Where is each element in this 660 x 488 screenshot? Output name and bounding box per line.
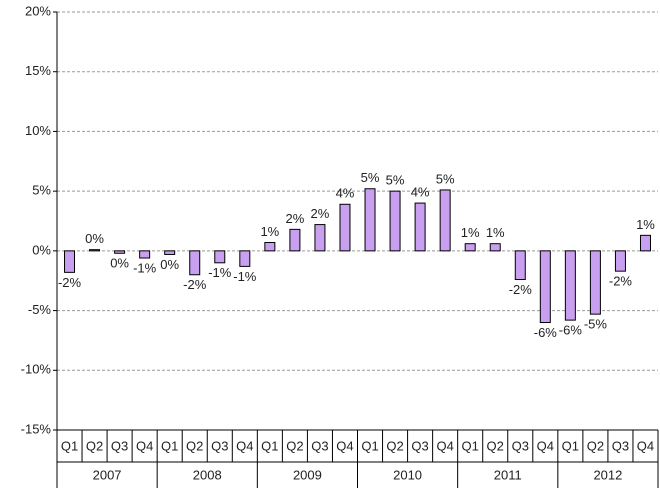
bar: [439, 189, 451, 252]
bar: [564, 250, 576, 321]
x-tick-label: Q3: [311, 438, 328, 453]
x-tick-label: Q2: [386, 438, 403, 453]
year-label: 2007: [93, 467, 122, 482]
data-label: -2%: [609, 274, 633, 289]
bar: [89, 249, 101, 252]
y-tick-label: 15%: [25, 63, 51, 78]
data-label: 0%: [160, 257, 179, 272]
bar: [364, 188, 376, 252]
bar: [64, 250, 76, 273]
bar: [639, 234, 651, 252]
year-label: 2010: [393, 467, 422, 482]
bar: [614, 250, 626, 272]
x-tick-label: Q4: [136, 438, 153, 453]
data-label: 1%: [486, 225, 505, 240]
data-label: -6%: [559, 323, 583, 338]
data-label: 5%: [361, 170, 380, 185]
data-label: 1%: [461, 225, 480, 240]
x-tick-label: Q2: [286, 438, 303, 453]
data-label: 5%: [386, 173, 405, 188]
data-label: -2%: [509, 282, 533, 297]
x-tick-label: Q2: [587, 438, 604, 453]
bar: [539, 250, 551, 324]
data-label: 4%: [336, 186, 355, 201]
data-label: 5%: [436, 171, 455, 186]
data-label: -1%: [208, 265, 232, 280]
data-label: 2%: [311, 206, 330, 221]
x-tick-label: Q4: [537, 438, 554, 453]
data-label: -2%: [58, 275, 82, 290]
data-label: -2%: [183, 277, 207, 292]
x-tick-label: Q3: [612, 438, 629, 453]
x-tick-label: Q4: [436, 438, 453, 453]
y-tick-label: -10%: [21, 362, 52, 377]
y-tick-label: -5%: [28, 302, 52, 317]
x-tick-label: Q1: [61, 438, 78, 453]
bar: [489, 243, 501, 252]
data-label: 0%: [85, 231, 104, 246]
y-tick-label: -15%: [21, 421, 52, 436]
bar: [214, 250, 226, 264]
x-tick-label: Q4: [637, 438, 654, 453]
bar: [139, 250, 151, 259]
data-label: -6%: [534, 325, 558, 340]
data-label: -1%: [233, 269, 257, 284]
x-tick-label: Q3: [411, 438, 428, 453]
bar: [389, 190, 401, 252]
bar: [589, 250, 601, 315]
year-label: 2009: [293, 467, 322, 482]
bar: [289, 228, 301, 252]
year-label: 2008: [193, 467, 222, 482]
x-tick-label: Q4: [336, 438, 353, 453]
y-tick-label: 0%: [32, 242, 51, 257]
year-label: 2011: [494, 467, 522, 482]
data-label: 2%: [285, 211, 304, 226]
x-tick-label: Q3: [111, 438, 128, 453]
bar: [114, 250, 126, 254]
x-tick-label: Q2: [487, 438, 504, 453]
y-tick-label: 5%: [32, 183, 51, 198]
bar: [189, 250, 201, 276]
x-tick-label: Q1: [361, 438, 378, 453]
bar: [164, 250, 176, 255]
bar: [339, 203, 351, 252]
bar: [314, 224, 326, 252]
data-label: 1%: [636, 217, 655, 232]
x-tick-label: Q4: [236, 438, 253, 453]
data-label: -1%: [133, 260, 157, 275]
x-tick-label: Q2: [86, 438, 103, 453]
data-label: 4%: [411, 185, 430, 200]
year-label: 2012: [593, 467, 622, 482]
bar: [464, 243, 476, 252]
x-tick-label: Q2: [186, 438, 203, 453]
bar: [414, 202, 426, 252]
y-tick-label: 20%: [25, 3, 51, 18]
x-tick-label: Q1: [562, 438, 579, 453]
y-tick-label: 10%: [25, 123, 51, 138]
bar: [264, 241, 276, 252]
x-tick-label: Q3: [512, 438, 529, 453]
x-tick-label: Q1: [161, 438, 178, 453]
data-label: 0%: [110, 256, 129, 271]
bar: [514, 250, 526, 281]
x-tick-label: Q1: [261, 438, 278, 453]
data-label: -5%: [584, 317, 608, 332]
bar: [239, 250, 251, 267]
x-tick-label: Q1: [462, 438, 479, 453]
x-tick-label: Q3: [211, 438, 228, 453]
data-label: 1%: [260, 224, 279, 239]
